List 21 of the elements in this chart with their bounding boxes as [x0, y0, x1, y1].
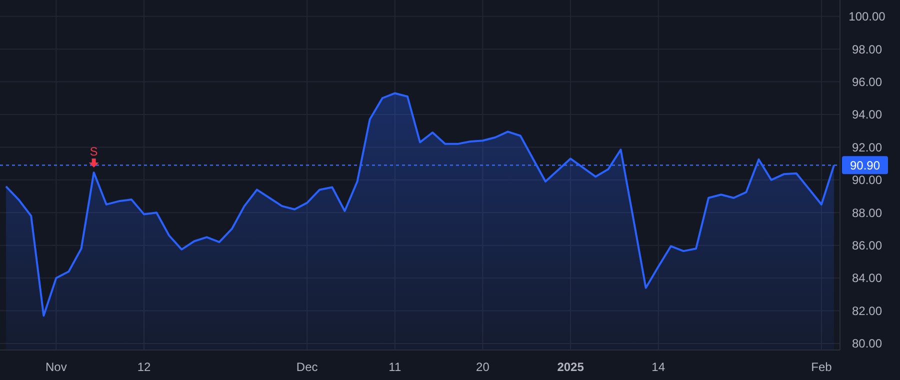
x-tick-label: Nov: [46, 360, 67, 374]
x-tick-label: 2025: [557, 360, 584, 374]
y-tick-label: 84.00: [852, 271, 882, 286]
y-tick-label: 96.00: [852, 74, 882, 89]
x-tick-label: 14: [652, 360, 666, 374]
y-tick-label: 90.00: [852, 173, 882, 188]
y-tick-label: 94.00: [852, 108, 882, 122]
y-tick-label: 86.00: [852, 238, 882, 253]
annotation: S: [90, 144, 98, 159]
x-tick-label: Feb: [811, 360, 832, 374]
ref-line-label: 90.90: [850, 158, 880, 172]
x-tick-label: 20: [476, 360, 490, 374]
y-tick-label: 82.00: [852, 304, 882, 318]
y-tick-label: 100.00: [848, 10, 886, 24]
y-tick-label: 80.00: [852, 336, 882, 351]
y-tick-label: 88.00: [852, 206, 882, 220]
x-tick-label: Dec: [296, 360, 318, 374]
y-tick-label: 92.00: [852, 140, 882, 154]
x-tick-label: 11: [388, 360, 402, 374]
y-tick-label: 98.00: [852, 42, 882, 56]
x-tick-label: 12: [137, 360, 151, 374]
